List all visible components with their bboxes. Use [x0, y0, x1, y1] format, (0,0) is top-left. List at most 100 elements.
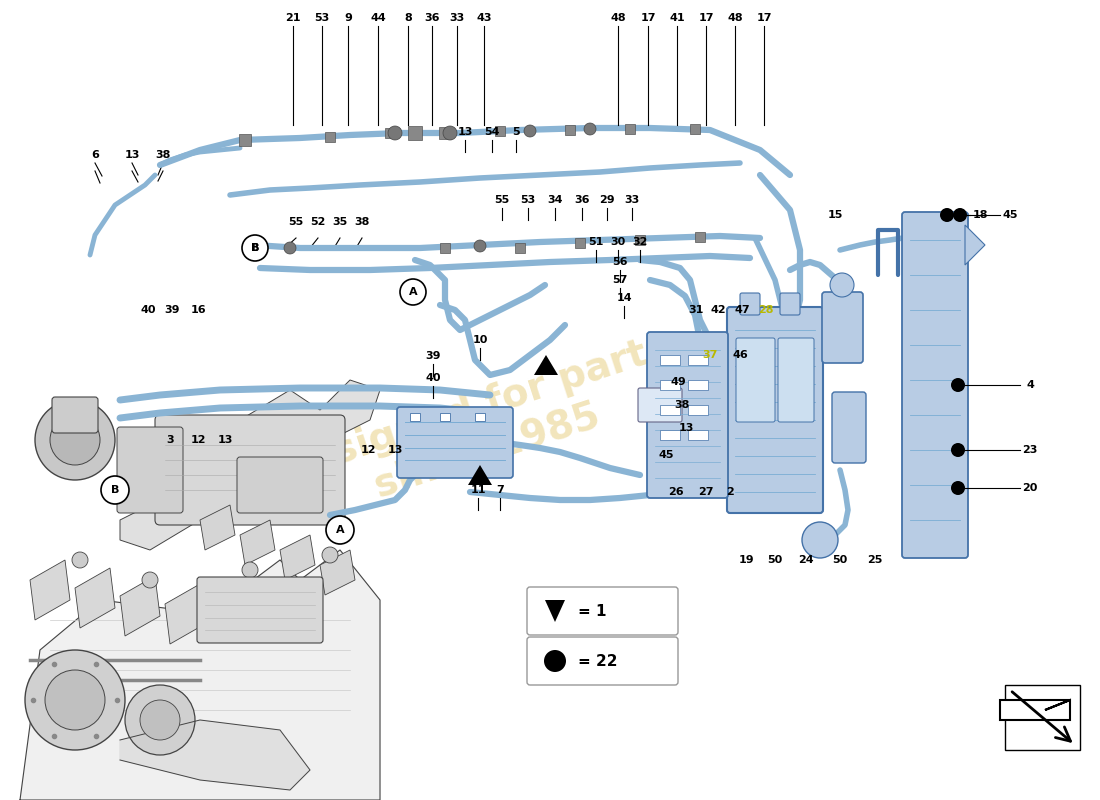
Bar: [410, 413, 420, 421]
Text: 38: 38: [674, 400, 690, 410]
Circle shape: [322, 547, 338, 563]
Circle shape: [584, 123, 596, 135]
Circle shape: [830, 273, 854, 297]
Circle shape: [45, 670, 104, 730]
Text: 28: 28: [758, 305, 773, 315]
FancyBboxPatch shape: [397, 407, 513, 478]
Circle shape: [388, 126, 401, 140]
Text: 13: 13: [387, 445, 403, 455]
Text: 38: 38: [155, 150, 170, 160]
Circle shape: [284, 242, 296, 254]
FancyBboxPatch shape: [740, 293, 760, 315]
Text: 13: 13: [218, 435, 233, 445]
Bar: [475, 413, 485, 421]
Polygon shape: [240, 520, 275, 565]
Text: 7: 7: [496, 485, 504, 495]
Text: 33: 33: [625, 195, 639, 205]
Bar: [625, 124, 635, 134]
Text: 21: 21: [285, 13, 300, 23]
FancyBboxPatch shape: [902, 212, 968, 558]
Text: 31: 31: [689, 305, 704, 315]
Circle shape: [35, 400, 116, 480]
Polygon shape: [240, 380, 380, 450]
Text: A: A: [336, 525, 344, 535]
Text: 36: 36: [425, 13, 440, 23]
Text: 48: 48: [727, 13, 742, 23]
Circle shape: [443, 126, 456, 140]
Bar: [688, 380, 708, 390]
Text: 24: 24: [799, 555, 814, 565]
Bar: [515, 243, 525, 253]
Text: 18: 18: [972, 210, 988, 220]
Text: 14: 14: [616, 293, 631, 303]
Text: 50: 50: [768, 555, 782, 565]
Polygon shape: [120, 440, 300, 550]
Text: 52: 52: [310, 217, 326, 227]
Circle shape: [952, 481, 965, 495]
Text: B: B: [251, 243, 258, 253]
Text: 26: 26: [668, 487, 684, 497]
Text: 23: 23: [1022, 445, 1037, 455]
Bar: [324, 132, 336, 142]
Text: 50: 50: [833, 555, 848, 565]
FancyBboxPatch shape: [197, 577, 323, 643]
Circle shape: [952, 443, 965, 457]
Text: 39: 39: [164, 305, 179, 315]
Polygon shape: [120, 720, 310, 790]
Text: 12: 12: [190, 435, 206, 445]
Text: 4: 4: [1026, 380, 1034, 390]
FancyBboxPatch shape: [117, 427, 183, 513]
Text: 56: 56: [613, 257, 628, 267]
Circle shape: [142, 572, 158, 588]
Circle shape: [242, 235, 268, 261]
FancyBboxPatch shape: [527, 637, 678, 685]
Bar: [688, 430, 708, 440]
Bar: [440, 243, 450, 253]
Bar: [660, 405, 680, 415]
Bar: [660, 380, 680, 390]
FancyBboxPatch shape: [832, 392, 866, 463]
Text: 38: 38: [354, 217, 370, 227]
Bar: [688, 405, 708, 415]
Text: 6: 6: [91, 150, 99, 160]
Text: 37: 37: [702, 350, 717, 360]
FancyBboxPatch shape: [52, 397, 98, 433]
Bar: [575, 238, 585, 248]
Bar: [408, 126, 422, 140]
Circle shape: [243, 236, 267, 260]
Text: 20: 20: [1022, 483, 1037, 493]
Bar: [695, 232, 705, 242]
FancyBboxPatch shape: [822, 292, 864, 363]
Circle shape: [474, 240, 486, 252]
Text: 13: 13: [124, 150, 140, 160]
Circle shape: [940, 208, 954, 222]
Text: 39: 39: [426, 351, 441, 361]
Text: 13: 13: [679, 423, 694, 433]
Bar: [660, 430, 680, 440]
Text: 17: 17: [757, 13, 772, 23]
Text: 33: 33: [450, 13, 464, 23]
Text: 48: 48: [610, 13, 626, 23]
Polygon shape: [544, 600, 565, 622]
Polygon shape: [165, 584, 205, 644]
Text: 46: 46: [733, 350, 748, 360]
Text: 57: 57: [613, 275, 628, 285]
Text: B: B: [251, 243, 260, 253]
FancyBboxPatch shape: [778, 338, 814, 422]
Text: 53: 53: [315, 13, 330, 23]
Circle shape: [400, 279, 426, 305]
Bar: [439, 127, 451, 139]
Polygon shape: [1000, 700, 1070, 720]
Text: 9: 9: [344, 13, 352, 23]
Bar: [385, 128, 395, 138]
Text: = 22: = 22: [578, 654, 617, 669]
Text: 49: 49: [670, 377, 686, 387]
FancyBboxPatch shape: [236, 457, 323, 513]
Circle shape: [125, 685, 195, 755]
Circle shape: [326, 516, 354, 544]
Polygon shape: [20, 550, 379, 800]
Circle shape: [72, 552, 88, 568]
Text: 43: 43: [476, 13, 492, 23]
Text: 8: 8: [404, 13, 411, 23]
Text: 30: 30: [610, 237, 626, 247]
